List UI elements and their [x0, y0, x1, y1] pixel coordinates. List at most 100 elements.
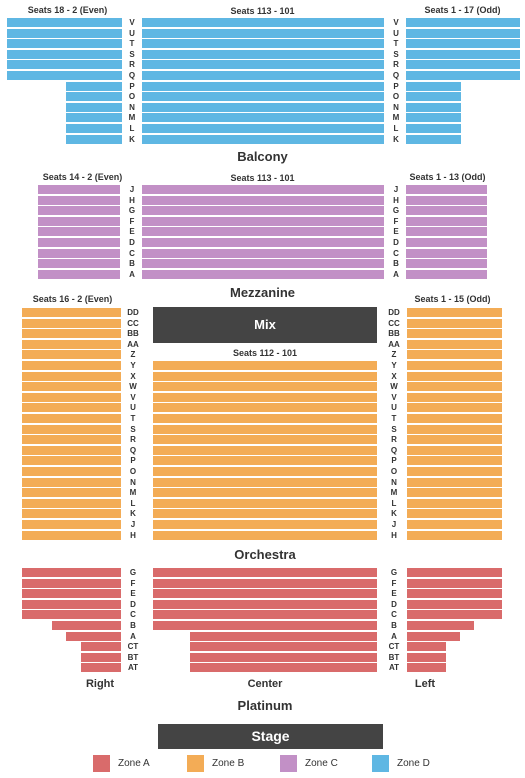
orchestra-center-row-N[interactable] [153, 478, 377, 487]
orchestra-right-row-M[interactable] [407, 488, 502, 497]
mezzanine-left-row-A[interactable] [38, 270, 120, 279]
balcony-right-row-R[interactable] [406, 60, 520, 69]
orchestra-left-row-X[interactable] [22, 372, 121, 381]
orchestra-right-row-BB[interactable] [407, 329, 502, 338]
orchestra-center-row-V[interactable] [153, 393, 377, 402]
balcony-center-row-O[interactable] [142, 92, 384, 101]
mezzanine-left-row-C[interactable] [38, 249, 120, 258]
orchestra-right-row-X[interactable] [407, 372, 502, 381]
mezzanine-right-row-F[interactable] [406, 217, 487, 226]
balcony-right-row-V[interactable] [406, 18, 520, 27]
orchestra-left-row-P[interactable] [22, 456, 121, 465]
orchestra-left-row-T[interactable] [22, 414, 121, 423]
platinum-center-row-E[interactable] [153, 589, 377, 598]
mezzanine-left-row-D[interactable] [38, 238, 120, 247]
orchestra-right-row-T[interactable] [407, 414, 502, 423]
orchestra-left-row-S[interactable] [22, 425, 121, 434]
balcony-center-row-T[interactable] [142, 39, 384, 48]
orchestra-center-row-T[interactable] [153, 414, 377, 423]
orchestra-right-row-N[interactable] [407, 478, 502, 487]
orchestra-right-row-O[interactable] [407, 467, 502, 476]
mezzanine-center-row-H[interactable] [142, 196, 384, 205]
mezzanine-center-row-G[interactable] [142, 206, 384, 215]
platinum-left-row-AT[interactable] [407, 663, 446, 672]
mezzanine-center-row-E[interactable] [142, 227, 384, 236]
platinum-right-row-A[interactable] [66, 632, 121, 641]
platinum-left-row-A[interactable] [407, 632, 460, 641]
balcony-left-row-O[interactable] [66, 92, 122, 101]
mezzanine-left-row-B[interactable] [38, 259, 120, 268]
orchestra-left-row-L[interactable] [22, 499, 121, 508]
balcony-right-row-M[interactable] [406, 113, 461, 122]
platinum-left-row-B[interactable] [407, 621, 474, 630]
platinum-center-row-BT[interactable] [190, 653, 377, 662]
balcony-left-row-N[interactable] [66, 103, 122, 112]
orchestra-left-row-DD[interactable] [22, 308, 121, 317]
platinum-left-row-CT[interactable] [407, 642, 446, 651]
balcony-left-row-P[interactable] [66, 82, 122, 91]
balcony-center-row-K[interactable] [142, 135, 384, 144]
platinum-right-row-G[interactable] [22, 568, 121, 577]
balcony-right-row-Q[interactable] [406, 71, 520, 80]
orchestra-right-row-Q[interactable] [407, 446, 502, 455]
orchestra-right-row-DD[interactable] [407, 308, 502, 317]
balcony-right-row-S[interactable] [406, 50, 520, 59]
mezzanine-right-row-B[interactable] [406, 259, 487, 268]
balcony-center-row-Q[interactable] [142, 71, 384, 80]
balcony-right-row-L[interactable] [406, 124, 461, 133]
mezzanine-left-row-E[interactable] [38, 227, 120, 236]
balcony-left-row-R[interactable] [7, 60, 122, 69]
orchestra-right-row-CC[interactable] [407, 319, 502, 328]
balcony-right-row-T[interactable] [406, 39, 520, 48]
orchestra-right-row-U[interactable] [407, 403, 502, 412]
platinum-left-row-BT[interactable] [407, 653, 446, 662]
orchestra-right-row-V[interactable] [407, 393, 502, 402]
orchestra-left-row-O[interactable] [22, 467, 121, 476]
balcony-left-row-Q[interactable] [7, 71, 122, 80]
orchestra-center-row-L[interactable] [153, 499, 377, 508]
orchestra-center-row-U[interactable] [153, 403, 377, 412]
balcony-center-row-P[interactable] [142, 82, 384, 91]
balcony-left-row-V[interactable] [7, 18, 122, 27]
platinum-right-row-CT[interactable] [81, 642, 121, 651]
orchestra-right-row-Z[interactable] [407, 350, 502, 359]
platinum-left-row-C[interactable] [407, 610, 502, 619]
platinum-right-row-AT[interactable] [81, 663, 121, 672]
balcony-center-row-M[interactable] [142, 113, 384, 122]
balcony-center-row-S[interactable] [142, 50, 384, 59]
orchestra-left-row-CC[interactable] [22, 319, 121, 328]
mezzanine-right-row-A[interactable] [406, 270, 487, 279]
platinum-right-row-F[interactable] [22, 579, 121, 588]
platinum-left-row-G[interactable] [407, 568, 502, 577]
platinum-center-row-CT[interactable] [190, 642, 377, 651]
orchestra-right-row-Y[interactable] [407, 361, 502, 370]
orchestra-center-row-O[interactable] [153, 467, 377, 476]
platinum-left-row-F[interactable] [407, 579, 502, 588]
balcony-left-row-T[interactable] [7, 39, 122, 48]
orchestra-left-row-BB[interactable] [22, 329, 121, 338]
platinum-center-row-D[interactable] [153, 600, 377, 609]
platinum-left-row-D[interactable] [407, 600, 502, 609]
orchestra-left-row-H[interactable] [22, 531, 121, 540]
mezzanine-left-row-G[interactable] [38, 206, 120, 215]
orchestra-right-row-S[interactable] [407, 425, 502, 434]
orchestra-center-row-J[interactable] [153, 520, 377, 529]
balcony-left-row-S[interactable] [7, 50, 122, 59]
balcony-right-row-P[interactable] [406, 82, 461, 91]
balcony-center-row-U[interactable] [142, 29, 384, 38]
platinum-right-row-BT[interactable] [81, 653, 121, 662]
orchestra-left-row-U[interactable] [22, 403, 121, 412]
orchestra-left-row-V[interactable] [22, 393, 121, 402]
balcony-center-row-L[interactable] [142, 124, 384, 133]
balcony-center-row-R[interactable] [142, 60, 384, 69]
orchestra-right-row-H[interactable] [407, 531, 502, 540]
orchestra-left-row-J[interactable] [22, 520, 121, 529]
orchestra-center-row-Y[interactable] [153, 361, 377, 370]
balcony-left-row-M[interactable] [66, 113, 122, 122]
platinum-center-row-B[interactable] [153, 621, 377, 630]
platinum-center-row-AT[interactable] [190, 663, 377, 672]
orchestra-right-row-W[interactable] [407, 382, 502, 391]
mezzanine-right-row-E[interactable] [406, 227, 487, 236]
orchestra-center-row-X[interactable] [153, 372, 377, 381]
orchestra-left-row-AA[interactable] [22, 340, 121, 349]
